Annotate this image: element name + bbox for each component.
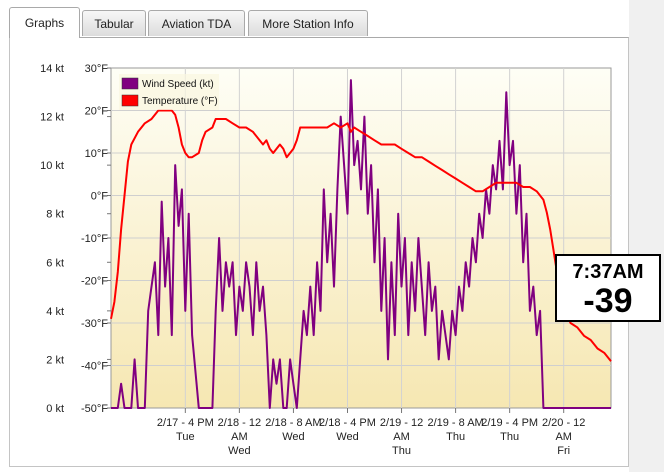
tab-more-station-info-label: More Station Info [262,16,354,31]
x-tick-label: Thu [500,431,519,443]
left-tick-label: 8 kt [46,209,64,221]
tab-graphs-label: Graphs [24,16,65,30]
x-tick-label: 2/17 - 4 PM [157,417,214,429]
right-tick-label: 20°F [85,106,109,118]
x-tick-label: AM [555,431,572,443]
tab-bar: Graphs Tabular Aviation TDA More Station… [0,0,664,38]
left-tick-label: 4 kt [46,306,64,318]
legend: Wind Speed (kt) Temperature (°F) [119,74,219,110]
tab-more-station-info[interactable]: More Station Info [248,10,368,36]
wind-speed-line [111,79,611,409]
x-axis: 2/17 - 4 PM Tue 2/18 - 12 AM Wed 2/18 - 8 AM W… [157,408,585,457]
x-tick-label: 2/18 - 4 PM [319,417,376,429]
x-tick-label: 2/19 - 4 PM [481,417,538,429]
tab-tabular[interactable]: Tabular [82,10,146,36]
legend-label-temp: Temperature (°F) [142,96,218,107]
left-tick-label: 2 kt [46,354,64,366]
x-tick-label: AM [393,431,410,443]
x-tick-label: Wed [282,431,304,443]
x-tick-label: Wed [336,431,358,443]
tab-tabular-label: Tabular [94,16,134,31]
series-layer [110,79,612,409]
legend-swatch-wind [121,77,139,90]
right-axis: -50°F -40°F -30°F -20°F -10°F 0°F 10°F 20°F 30°F [81,63,111,415]
right-tick-label: -50°F [81,403,108,415]
left-tick-label: 10 kt [40,160,64,172]
left-axis: 0 kt 2 kt 4 kt 6 kt 8 kt 10 kt 12 kt 14 kt [40,63,111,415]
right-tick-label: -10°F [81,233,108,245]
annotation-time: 7:37AM [572,261,644,283]
tab-aviation-tda-label: Aviation TDA [161,16,232,31]
left-tick-label: 14 kt [40,63,64,75]
x-tick-label: AM [231,431,248,443]
x-tick-label: 2/20 - 12 [542,417,585,429]
right-tick-label: -40°F [81,361,108,373]
right-tick-label: 0°F [91,191,109,203]
left-tick-label: 6 kt [46,257,64,269]
legend-swatch-temp [121,94,139,107]
window-background [629,0,664,472]
x-tick-label: 2/19 - 8 AM [427,417,483,429]
legend-label-wind: Wind Speed (kt) [142,79,214,90]
x-tick-label: 2/18 - 8 AM [265,417,321,429]
x-tick-label: Fri [557,445,570,457]
left-tick-label: 0 kt [46,403,64,415]
right-tick-label: -30°F [81,318,108,330]
x-tick-label: Thu [392,445,411,457]
left-tick-label: 12 kt [40,112,64,124]
right-tick-label: 30°F [85,63,109,75]
tab-aviation-tda[interactable]: Aviation TDA [148,10,245,36]
x-tick-label: Thu [446,431,465,443]
x-tick-label: 2/18 - 12 [218,417,261,429]
x-tick-label: 2/19 - 12 [380,417,423,429]
annotation-value: -39 [583,282,633,320]
right-tick-label: -20°F [81,276,108,288]
tab-graphs[interactable]: Graphs [9,7,80,38]
x-tick-label: Tue [176,431,195,443]
right-tick-label: 10°F [85,148,109,160]
x-tick-label: Wed [228,445,250,457]
temperature-line [110,109,612,362]
annotation-box: 7:37AM -39 [555,254,661,322]
